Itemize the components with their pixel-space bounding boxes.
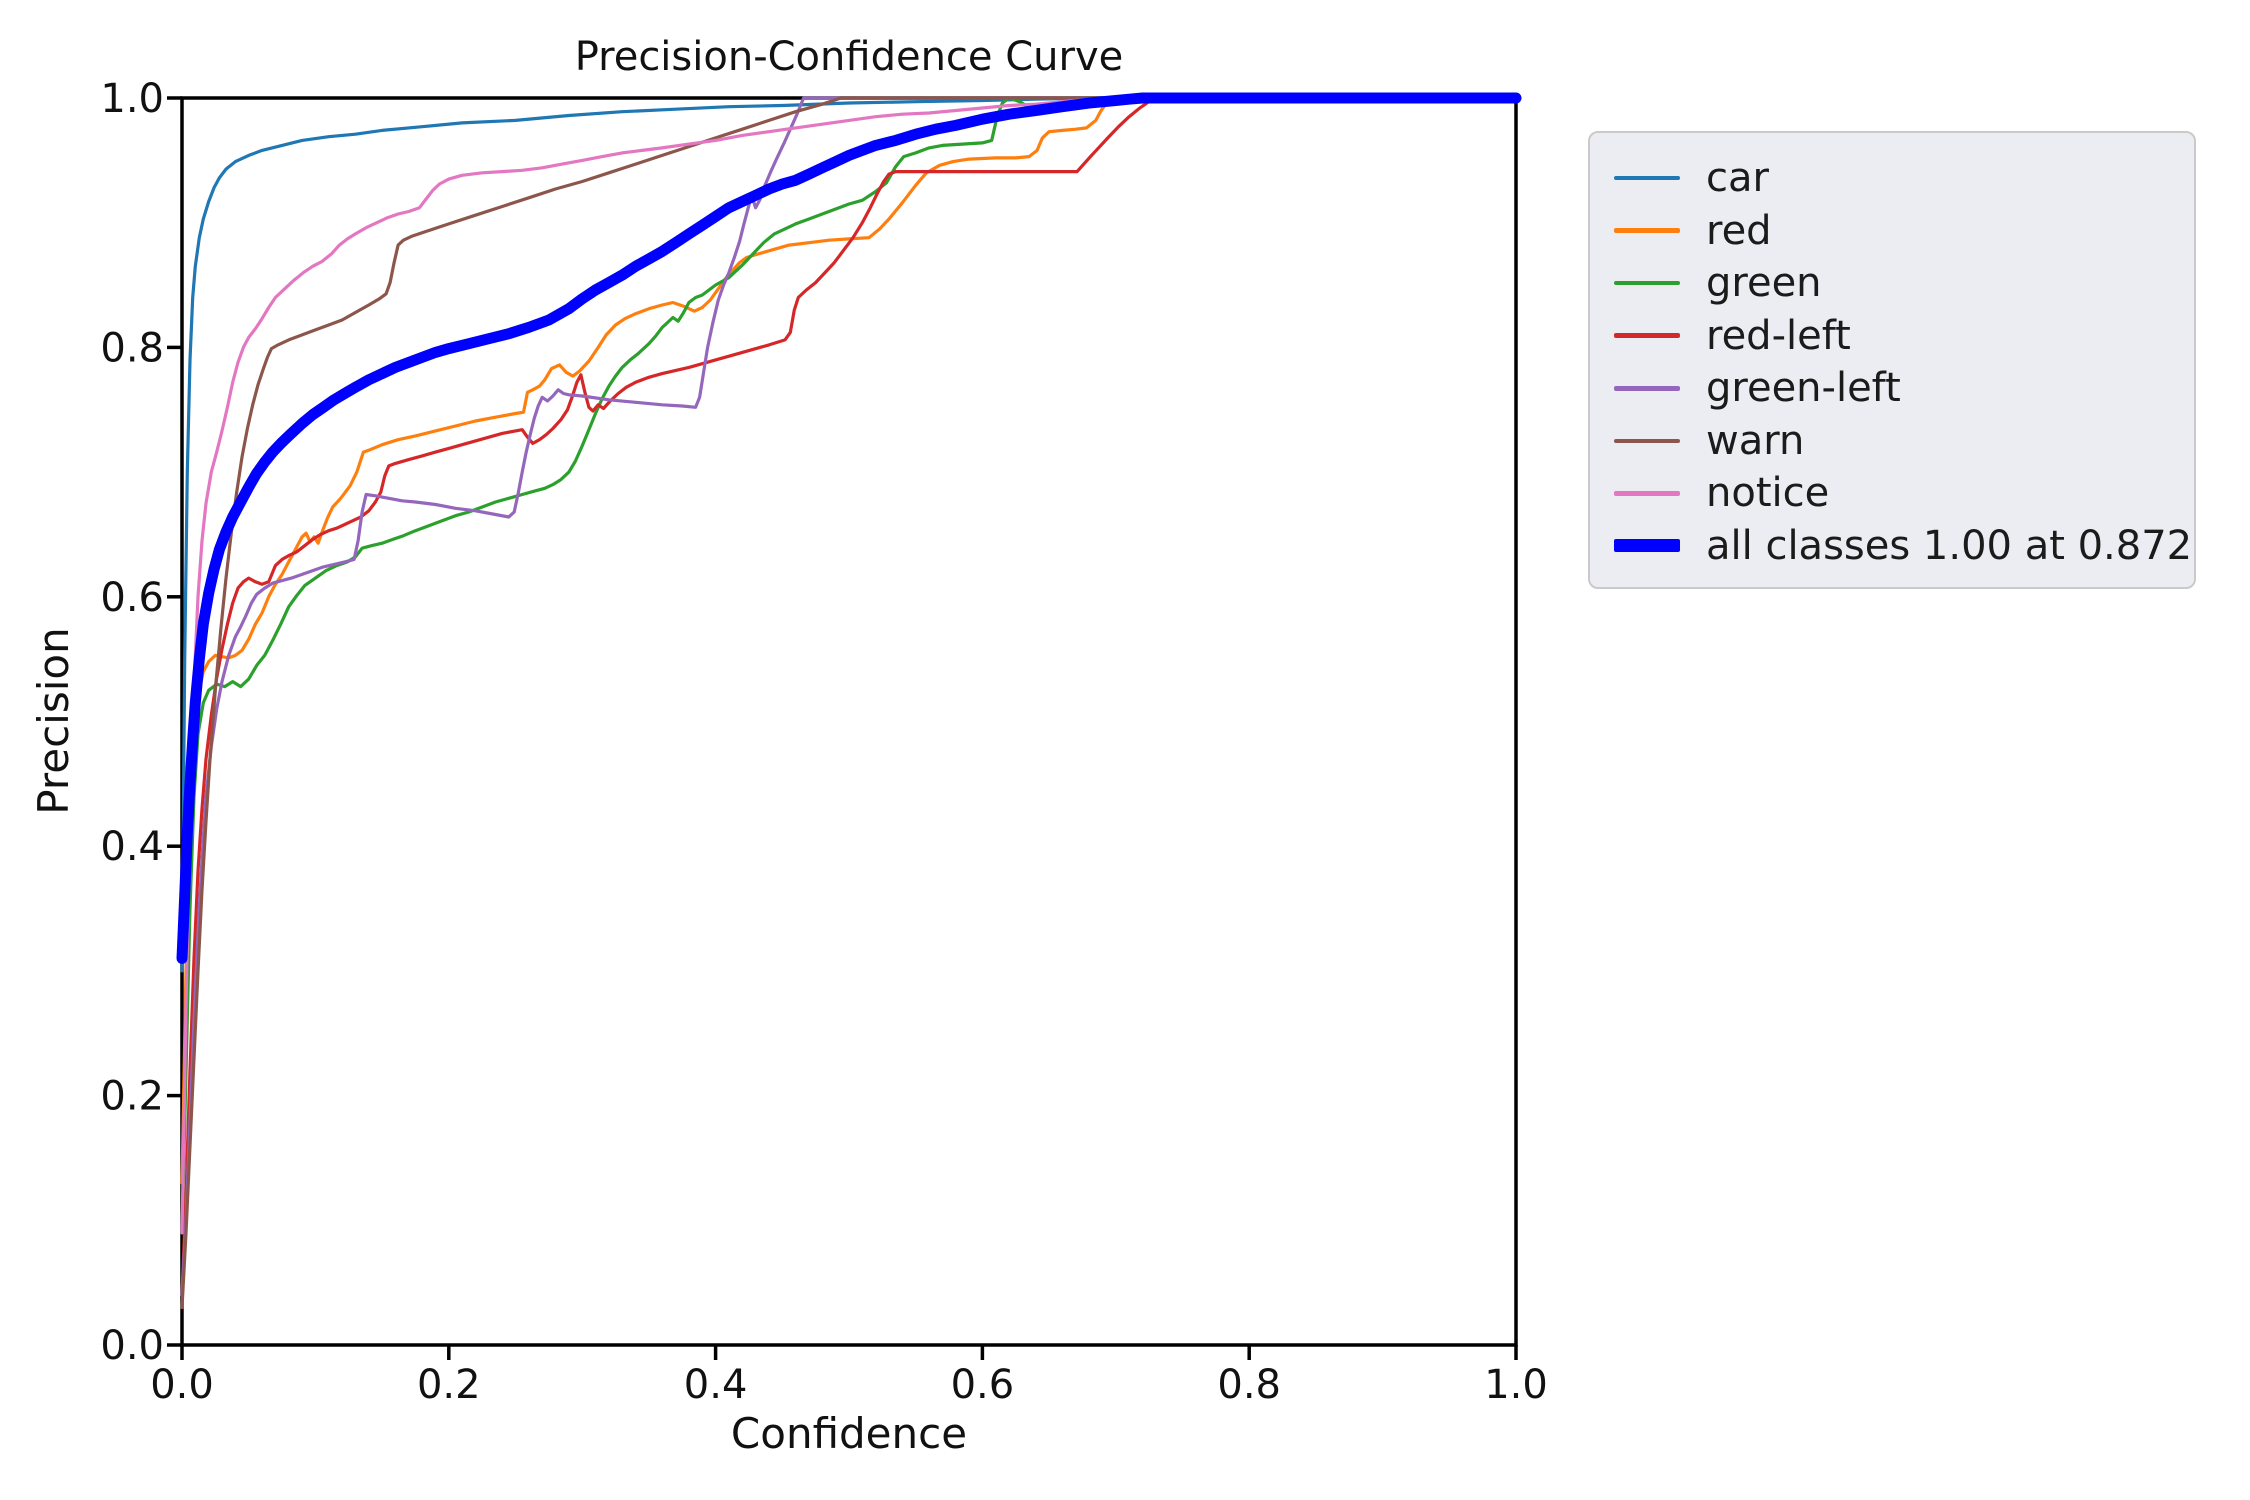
legend-row-car: car xyxy=(1614,153,2174,203)
legend-label-notice: notice xyxy=(1706,470,1830,517)
y-tick-label-1.0: 1.0 xyxy=(100,76,164,122)
curve-car xyxy=(180,96,1518,973)
y-axis-label: Precision xyxy=(29,627,78,814)
x-tick-label-1.0: 1.0 xyxy=(1484,1362,1548,1408)
x-tick-label-0.0: 0.0 xyxy=(150,1362,214,1408)
legend-line-sample-red xyxy=(1614,228,1680,233)
legend-line-sample-notice xyxy=(1614,491,1680,496)
y-tick-label-0.2: 0.2 xyxy=(100,1074,164,1120)
x-tick-label-0.4: 0.4 xyxy=(684,1362,748,1408)
legend-label-car: car xyxy=(1706,155,1769,201)
legend-row-red: red xyxy=(1614,206,2174,256)
x-tick-label-0.2: 0.2 xyxy=(417,1362,481,1408)
legend-row-green-left: green-left xyxy=(1614,363,2174,413)
legend-row-notice: notice xyxy=(1614,468,2174,518)
y-tick-label-0.8: 0.8 xyxy=(100,325,164,371)
axis-ticks: 0.0 0.2 0.4 0.6 0.8 1.0 0.0 0.2 0.4 0.6 0.8 1.0 xyxy=(100,76,1547,1408)
y-tick-label-0.6: 0.6 xyxy=(100,575,164,621)
legend-row-green: green xyxy=(1614,258,2174,308)
legend-label-red: red xyxy=(1706,207,1772,254)
curves xyxy=(176,92,1522,1310)
curve-red xyxy=(180,96,1518,1185)
legend-label-green-left: green-left xyxy=(1706,365,1901,412)
curve-red-left xyxy=(180,96,1518,1297)
y-tick-label-0.4: 0.4 xyxy=(100,824,164,870)
legend-line-sample-car xyxy=(1614,175,1680,181)
legend-row-warn: warn xyxy=(1614,416,2174,466)
legend-line-sample-green-left xyxy=(1614,386,1680,391)
y-tick-label-0.0: 0.0 xyxy=(100,1323,164,1369)
x-tick-label-0.8: 0.8 xyxy=(1217,1362,1281,1408)
curve-all-classes xyxy=(176,92,1522,964)
legend-label-green: green xyxy=(1706,260,1822,307)
legend-line-sample-warn xyxy=(1614,438,1680,444)
legend-line-sample-all-classes xyxy=(1614,539,1680,553)
plot-frame xyxy=(180,96,1518,1347)
legend-label-red-left: red-left xyxy=(1706,312,1851,359)
curve-green xyxy=(180,96,1518,1235)
legend-line-sample-green xyxy=(1614,280,1680,286)
legend-row-all-classes: all classes 1.00 at 0.872 xyxy=(1614,521,2192,571)
x-axis-label: Confidence xyxy=(731,1409,967,1458)
x-tick-label-0.6: 0.6 xyxy=(951,1362,1015,1408)
legend-label-all-classes: all classes 1.00 at 0.872 xyxy=(1706,522,2193,569)
legend-line-sample-red-left xyxy=(1614,333,1680,338)
legend-label-warn: warn xyxy=(1706,417,1805,464)
curve-warn xyxy=(180,96,1518,1310)
chart-title: Precision-Confidence Curve xyxy=(575,34,1124,80)
legend: car red green red-left green-left warn notice a… xyxy=(1588,131,2196,589)
curve-notice xyxy=(180,96,1518,1235)
curve-green-left xyxy=(180,96,1518,1297)
legend-row-red-left: red-left xyxy=(1614,311,2174,361)
